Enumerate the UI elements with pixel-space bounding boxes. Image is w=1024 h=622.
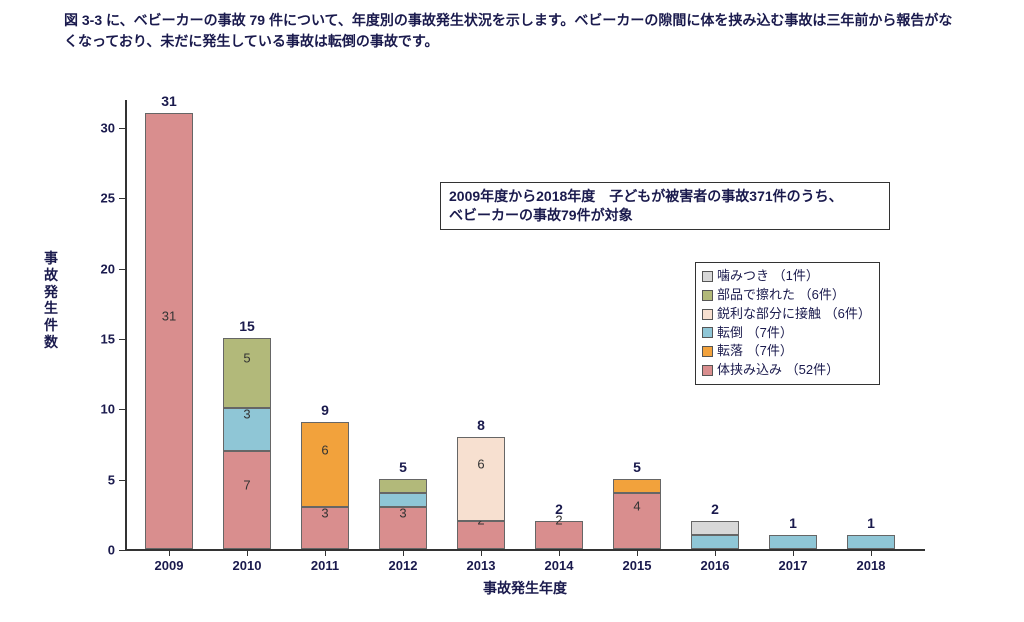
segment-value-label: 4 [613,498,661,513]
x-tick-label: 2014 [545,558,574,573]
segment-value-label: 6 [457,456,505,471]
y-tick [119,409,125,410]
bar-segment [145,113,193,549]
x-tick-label: 2009 [155,558,184,573]
legend-item: 部品で擦れた （6件） [702,286,871,305]
bar-total-label: 2 [691,501,739,517]
x-tick-label: 2016 [701,558,730,573]
segment-value-label: 7 [223,477,271,492]
legend-swatch-icon [702,365,713,376]
bar-total-label: 9 [301,402,349,418]
bar-segment [691,521,739,535]
x-axis-label: 事故発生年度 [125,578,925,598]
x-axis [125,549,925,551]
x-tick [247,550,248,556]
annotation-box: 2009年度から2018年度 子どもが被害者の事故371件のうち、ベビーカーの事… [440,182,890,230]
y-tick [119,128,125,129]
legend-item: 体挟み込み （52件） [702,361,871,380]
y-tick-label: 20 [101,261,115,276]
bar-segment [379,493,427,507]
x-tick-label: 2012 [389,558,418,573]
figure-caption: 図 3-3 に、ベビーカーの事故 79 件について、年度別の事故発生状況を示しま… [64,10,960,52]
bar-segment [691,535,739,549]
legend: 噛みつき （1件）部品で擦れた （6件）鋭利な部分に接触 （6件）転倒 （7件）… [695,262,880,385]
bar-segment [379,479,427,493]
annotation-line: ベビーカーの事故79件が対象 [449,206,881,225]
x-tick-label: 2013 [467,558,496,573]
legend-label: 転倒 （7件） [717,324,793,343]
legend-label: 鋭利な部分に接触 （6件） [717,305,871,324]
x-tick-label: 2015 [623,558,652,573]
bar-segment [769,535,817,549]
x-tick [403,550,404,556]
bar-total-label: 5 [613,459,661,475]
x-tick [559,550,560,556]
x-tick [169,550,170,556]
legend-item: 噛みつき （1件） [702,267,871,286]
legend-swatch-icon [702,290,713,301]
y-tick-label: 25 [101,191,115,206]
x-tick-label: 2017 [779,558,808,573]
y-tick-label: 5 [108,472,115,487]
x-tick [715,550,716,556]
legend-swatch-icon [702,271,713,282]
x-tick [637,550,638,556]
x-tick-label: 2018 [857,558,886,573]
y-tick [119,198,125,199]
x-tick-label: 2010 [233,558,262,573]
y-tick-label: 0 [108,543,115,558]
legend-item: 転倒 （7件） [702,324,871,343]
segment-value-label: 6 [301,442,349,457]
segment-value-label: 3 [301,505,349,520]
legend-swatch-icon [702,346,713,357]
bar-total-label: 1 [847,515,895,531]
plot-area: 事故発生年度 051015202530200931312010735152011… [125,100,925,550]
bar-total-label: 5 [379,459,427,475]
legend-label: 部品で擦れた （6件） [717,286,845,305]
legend-label: 体挟み込み （52件） [717,361,839,380]
legend-swatch-icon [702,309,713,320]
y-tick-label: 15 [101,332,115,347]
legend-label: 噛みつき （1件） [717,267,819,286]
legend-label: 転落 （7件） [717,342,793,361]
segment-value-label: 3 [223,407,271,422]
chart-container: 事故発生件数 事故発生年度 05101520253020093131201073… [70,100,970,600]
segment-value-label: 3 [379,505,427,520]
bar-segment [223,451,271,549]
y-tick-label: 10 [101,402,115,417]
bar-total-label: 31 [145,93,193,109]
x-tick [871,550,872,556]
y-axis [125,100,127,550]
y-tick [119,339,125,340]
y-axis-label: 事故発生件数 [40,250,62,351]
annotation-line: 2009年度から2018年度 子どもが被害者の事故371件のうち、 [449,187,881,206]
bar-segment [301,422,349,506]
bar-total-label: 2 [535,501,583,517]
y-tick [119,550,125,551]
bar-total-label: 15 [223,318,271,334]
x-tick [325,550,326,556]
bar-segment [613,479,661,493]
x-tick [793,550,794,556]
y-tick [119,480,125,481]
bar-total-label: 1 [769,515,817,531]
segment-value-label: 31 [145,309,193,324]
segment-value-label: 5 [223,351,271,366]
bar-segment [847,535,895,549]
legend-swatch-icon [702,327,713,338]
bar-segment [457,437,505,521]
y-tick [119,269,125,270]
x-tick-label: 2011 [311,558,339,573]
y-tick-label: 30 [101,121,115,136]
legend-item: 転落 （7件） [702,342,871,361]
legend-item: 鋭利な部分に接触 （6件） [702,305,871,324]
x-tick [481,550,482,556]
bar-segment [223,338,271,408]
bar-total-label: 8 [457,417,505,433]
